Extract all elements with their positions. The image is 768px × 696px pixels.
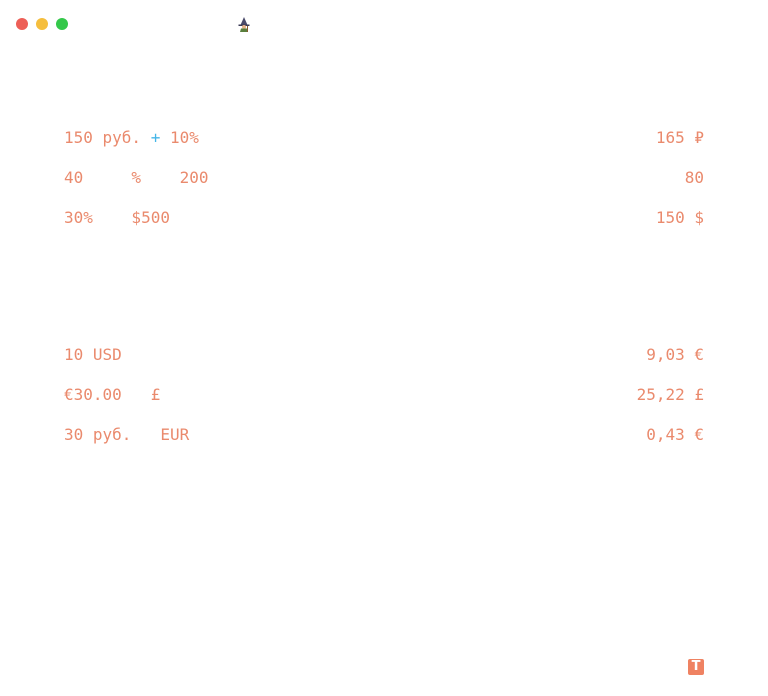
result: 150 $ — [655, 208, 704, 227]
calculation-row[interactable]: 40 % 200 80 — [64, 167, 704, 189]
calculation-row[interactable]: 10 USD 9,03 € — [64, 344, 704, 366]
expression[interactable]: 40 % 200 — [64, 168, 209, 187]
plus-operator: + — [150, 128, 161, 147]
calculation-row[interactable]: 150 руб. + 10% 165 ₽ — [64, 127, 704, 149]
expression[interactable]: 150 руб. + 10% — [64, 128, 199, 147]
calculation-row[interactable]: 30% $500 150 $ — [64, 207, 704, 229]
result: 9,03 € — [646, 345, 704, 364]
calculation-row[interactable]: €30.00 £ 25,22 £ — [64, 384, 704, 406]
result: 165 ₽ — [655, 128, 704, 147]
calculation-row[interactable]: 30 руб. EUR 0,43 € — [64, 424, 704, 446]
close-button[interactable] — [16, 18, 28, 30]
result: 0,43 € — [646, 425, 704, 444]
expression[interactable]: 30% $500 — [64, 208, 170, 227]
expression[interactable]: 30 руб. EUR — [64, 425, 190, 444]
expression[interactable]: €30.00 £ — [64, 385, 161, 404]
title-bar — [0, 0, 768, 48]
text-format-icon[interactable]: T — [688, 659, 704, 675]
expression[interactable]: 10 USD — [64, 345, 122, 364]
minimize-button[interactable] — [36, 18, 48, 30]
result: 80 — [684, 168, 704, 187]
result: 25,22 £ — [636, 385, 704, 404]
wizard-icon — [238, 17, 250, 32]
zoom-button[interactable] — [56, 18, 68, 30]
